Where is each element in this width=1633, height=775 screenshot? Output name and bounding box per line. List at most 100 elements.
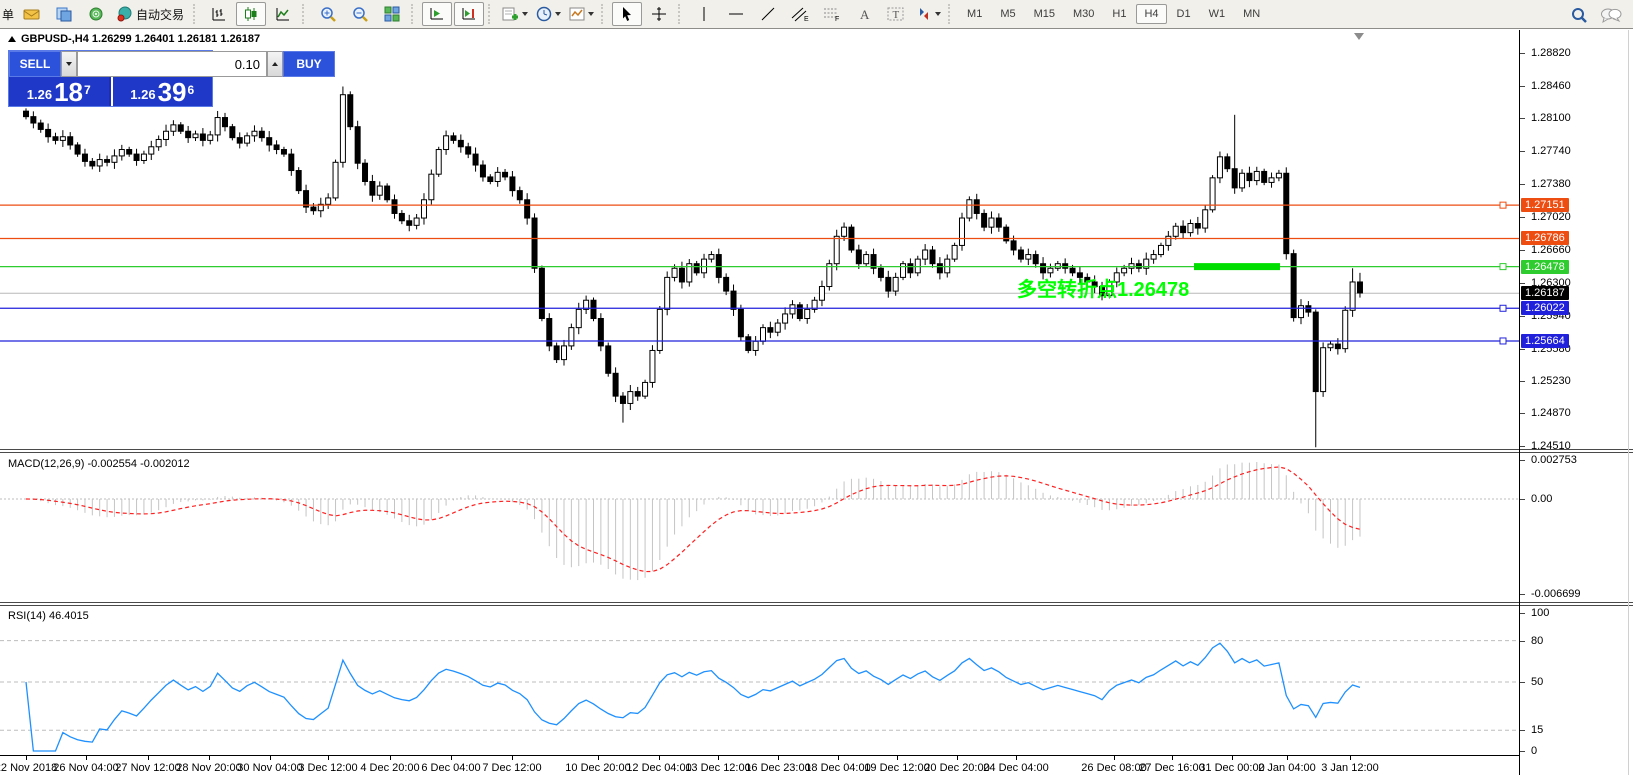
candle-body [958, 217, 965, 246]
chevron-down-icon [588, 12, 595, 16]
buy-price[interactable]: 1.26 39 6 [110, 77, 212, 106]
chat-icon [1601, 8, 1622, 24]
periods-button[interactable] [533, 2, 564, 26]
rsi-indicator-canvas[interactable] [0, 606, 1519, 755]
search-button[interactable] [1564, 3, 1594, 27]
cursor-button[interactable] [612, 2, 643, 26]
axis-tick [1520, 249, 1525, 251]
time-axis-label: 30 Nov 04:00 [237, 762, 303, 774]
templates-button[interactable] [566, 2, 597, 26]
trend-segment-object[interactable] [1194, 263, 1280, 271]
rsi-axis-label: 100 [1531, 607, 1550, 619]
data-window-button[interactable] [49, 2, 79, 26]
trendline-button[interactable] [753, 2, 783, 26]
line-handle[interactable] [1499, 337, 1507, 345]
candle-body [1135, 263, 1142, 269]
autotrading-button[interactable]: 自动交易 [113, 2, 189, 26]
indicators-button[interactable] [499, 2, 531, 26]
time-axis-tick [598, 756, 599, 760]
timeframe-m5-button[interactable]: M5 [1000, 8, 1016, 20]
fibonacci-button[interactable]: F [817, 2, 847, 26]
line-handle[interactable] [1499, 201, 1507, 209]
chat-button[interactable] [1596, 3, 1626, 27]
main-chart-canvas[interactable]: 多空转折点1.26478 [0, 30, 1519, 449]
bar-chart-button[interactable] [204, 2, 234, 26]
buy-button[interactable]: BUY [283, 51, 335, 77]
arrows-button[interactable] [913, 2, 944, 26]
chart-shift-marker[interactable] [1354, 33, 1364, 40]
axis-tick [1520, 380, 1525, 382]
sell-button[interactable]: SELL [9, 51, 61, 77]
chart-shift-button[interactable] [454, 2, 485, 26]
line-handle[interactable] [1499, 304, 1507, 312]
timeframe-h1-button[interactable]: H1 [1112, 8, 1127, 20]
candle-body [111, 155, 118, 163]
rsi-panel-divider[interactable] [0, 602, 1633, 606]
tile-windows-button[interactable] [377, 2, 407, 26]
candle-body [1334, 343, 1341, 350]
timeframe-m15-button[interactable]: M15 [1033, 8, 1055, 20]
price-axis[interactable]: 1.28820 1.28460 1.28100 1.27740 1.27380 1.270… [1519, 30, 1633, 775]
timeframe-m1-button[interactable]: M1 [967, 8, 983, 20]
zoom-out-button[interactable] [345, 2, 375, 26]
candle-body [767, 327, 774, 333]
timeframe-w1-button[interactable]: W1 [1208, 8, 1226, 20]
time-axis-tick [1172, 756, 1173, 760]
time-axis-tick [718, 756, 719, 760]
equidistant-channel-button[interactable]: E [785, 2, 815, 26]
macd-panel-divider[interactable] [0, 449, 1633, 453]
candle-body [1187, 223, 1194, 234]
horizontal-line-button[interactable] [721, 2, 751, 26]
vertical-line-button[interactable] [689, 2, 719, 26]
text-label-button[interactable]: T [881, 2, 911, 26]
candle-body [973, 199, 980, 214]
market-watch-button[interactable] [17, 2, 47, 26]
price-level-tag: 1.26478 [1521, 259, 1569, 274]
candle-body [487, 176, 494, 182]
sell-price[interactable]: 1.26 18 7 [9, 77, 109, 106]
candle-body [715, 254, 722, 278]
volume-input[interactable] [77, 51, 267, 77]
macd-indicator-canvas[interactable] [0, 453, 1519, 602]
candle-body [1143, 258, 1150, 269]
candle-body [524, 199, 531, 219]
candle-body [362, 162, 369, 182]
chevron-down-icon [522, 12, 529, 16]
price-level-tag: 1.27151 [1521, 198, 1569, 213]
timeframe-h4-button[interactable]: H4 [1136, 4, 1167, 24]
timeframe-m30-button[interactable]: M30 [1073, 8, 1095, 20]
candle-body [30, 116, 37, 124]
crosshair-button[interactable] [644, 2, 674, 26]
candle-body [435, 149, 442, 175]
chart-annotation-text[interactable]: 多空转折点1.26478 [1017, 277, 1189, 301]
line-chart-button[interactable] [268, 2, 298, 26]
timeframe-mn-button[interactable]: MN [1243, 8, 1261, 20]
time-axis-label: 3 Dec 12:00 [298, 762, 358, 774]
line-handle[interactable] [1499, 263, 1507, 271]
candle-body [472, 153, 479, 166]
price-axis-label: 1.26660 [1531, 243, 1571, 256]
time-axis-tick [512, 756, 513, 760]
candlestick-icon [245, 7, 257, 21]
time-axis-label: 27 Nov 12:00 [115, 762, 181, 774]
candlestick-chart-button[interactable] [236, 2, 267, 26]
time-axis-label: 7 Dec 12:00 [482, 762, 542, 774]
candle-body [1224, 156, 1231, 170]
candle-body [420, 199, 427, 219]
time-axis[interactable]: 22 Nov 2018 26 Nov 04:00 27 Nov 12:00 28 No… [0, 755, 1519, 775]
timeframe-d1-button[interactable]: D1 [1176, 8, 1191, 20]
candle-body [1305, 305, 1312, 313]
text-button[interactable]: A [849, 2, 879, 26]
cursor-icon [623, 7, 632, 21]
zoom-in-button[interactable] [313, 2, 343, 26]
collapse-arrow-icon[interactable] [8, 36, 16, 42]
navigator-button[interactable] [81, 2, 111, 26]
new-order-button[interactable]: 单 [2, 7, 15, 22]
volume-decrease-button[interactable] [61, 51, 77, 77]
axis-tick [1520, 413, 1525, 415]
candle-body [1054, 263, 1061, 269]
zoom-out-icon [352, 6, 368, 22]
auto-scroll-button[interactable] [422, 2, 453, 26]
time-axis-label: 20 Dec 20:00 [924, 762, 990, 774]
volume-increase-button[interactable] [267, 51, 283, 77]
